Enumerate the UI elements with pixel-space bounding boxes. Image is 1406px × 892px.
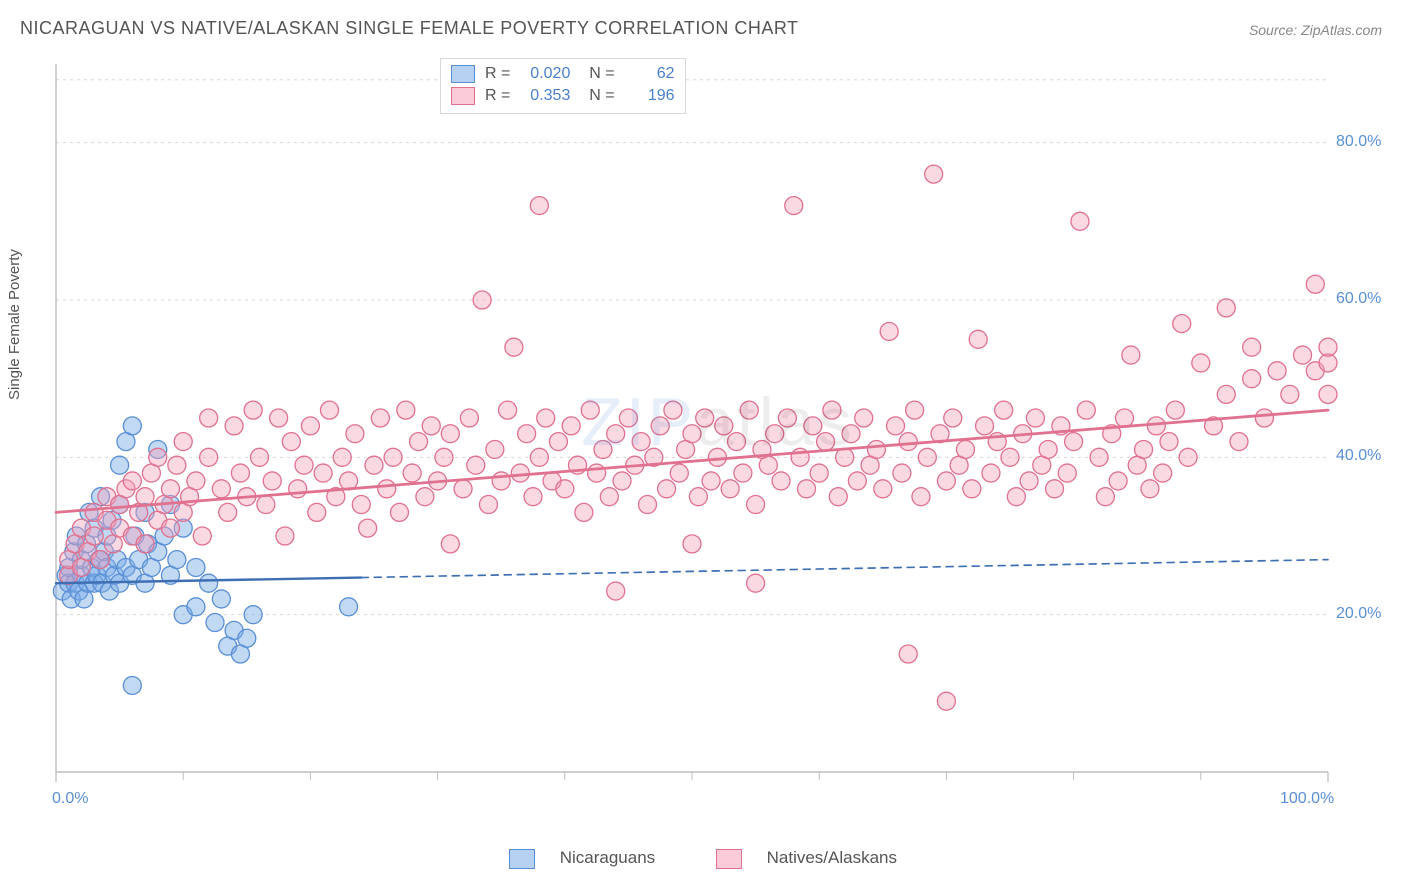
x-tick-label: 100.0%: [1280, 790, 1334, 808]
source-credit: Source: ZipAtlas.com: [1249, 22, 1382, 38]
y-tick-label: 20.0%: [1336, 605, 1381, 623]
legend-item-nicaraguans: Nicaraguans: [495, 848, 674, 867]
bottom-legend: Nicaraguans Natives/Alaskans: [0, 848, 1406, 869]
swatch-blue-icon: [451, 65, 475, 83]
swatch-blue-icon: [509, 849, 535, 869]
y-tick-label: 60.0%: [1336, 290, 1381, 308]
swatch-pink-icon: [716, 849, 742, 869]
chart-title: NICARAGUAN VS NATIVE/ALASKAN SINGLE FEMA…: [20, 18, 799, 39]
scatter-plot: ZIPatlas: [48, 56, 1388, 796]
swatch-pink-icon: [451, 87, 475, 105]
plot-svg: [48, 56, 1388, 796]
y-tick-label: 80.0%: [1336, 133, 1381, 151]
correlation-stats-box: R =0.020 N =62 R =0.353 N =196: [440, 58, 686, 114]
y-tick-label: 40.0%: [1336, 447, 1381, 465]
stats-row-natives: R =0.353 N =196: [451, 85, 675, 107]
legend-item-natives: Natives/Alaskans: [702, 848, 911, 867]
y-axis-label: Single Female Poverty: [6, 249, 23, 400]
stats-row-nicaraguans: R =0.020 N =62: [451, 63, 675, 85]
x-tick-label: 0.0%: [52, 790, 88, 808]
